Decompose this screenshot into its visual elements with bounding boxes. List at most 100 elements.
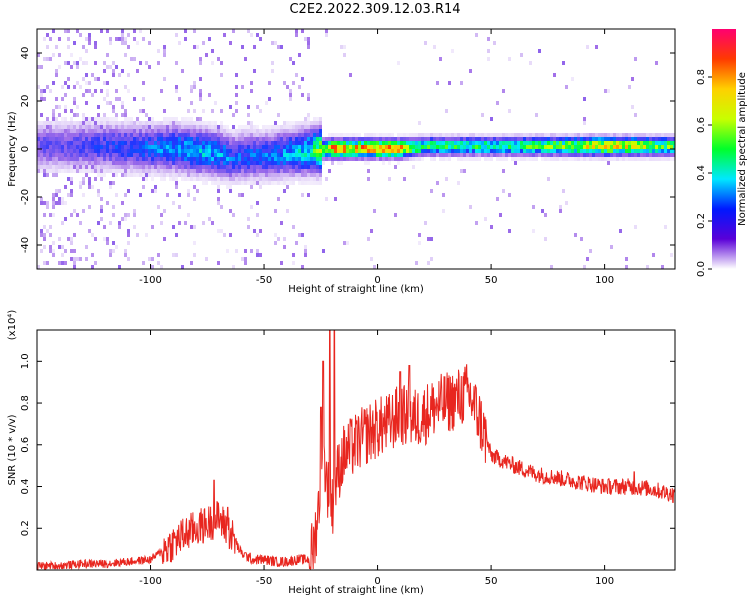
heatmap-cell xyxy=(301,93,304,97)
heatmap-cell xyxy=(622,153,625,157)
heatmap-cell xyxy=(64,105,67,109)
heatmap-cell xyxy=(178,153,181,157)
heatmap-cell xyxy=(154,141,157,145)
heatmap-cell xyxy=(487,37,490,41)
heatmap-cell xyxy=(538,153,541,157)
heatmap-cell xyxy=(40,121,43,125)
heatmap-cell xyxy=(112,145,115,149)
heatmap-cell xyxy=(502,133,505,137)
heatmap-cell xyxy=(505,133,508,137)
heatmap-cell xyxy=(229,141,232,145)
heatmap-cell xyxy=(154,121,157,125)
heatmap-cell xyxy=(55,173,58,177)
heatmap-cell xyxy=(181,161,184,165)
heatmap-cell xyxy=(70,153,73,157)
heatmap-cell xyxy=(370,145,373,149)
heatmap-cell xyxy=(151,225,154,229)
heatmap-cell xyxy=(187,161,190,165)
heatmap-cell xyxy=(406,145,409,149)
heatmap-cell xyxy=(409,153,412,157)
heatmap-cell xyxy=(457,145,460,149)
heatmap-cell xyxy=(175,117,178,121)
heatmap-cell xyxy=(601,145,604,149)
heatmap-cell xyxy=(154,153,157,157)
heatmap-cell xyxy=(334,141,337,145)
heatmap-cell xyxy=(337,149,340,153)
heatmap-cell xyxy=(595,133,598,137)
heatmap-cell xyxy=(562,189,565,193)
heatmap-cell xyxy=(289,157,292,161)
heatmap-cell xyxy=(235,169,238,173)
heatmap-cell xyxy=(580,145,583,149)
heatmap-cell xyxy=(346,153,349,157)
heatmap-cell xyxy=(109,121,112,125)
heatmap-cell xyxy=(259,253,262,257)
heatmap-cell xyxy=(433,149,436,153)
heatmap-cell xyxy=(181,169,184,173)
heatmap-cell xyxy=(589,149,592,153)
heatmap-cell xyxy=(304,165,307,169)
heatmap-cell xyxy=(226,137,229,141)
heatmap-cell xyxy=(166,165,169,169)
heatmap-cell xyxy=(568,145,571,149)
heatmap-cell xyxy=(250,173,253,177)
heatmap-cell xyxy=(208,165,211,169)
heatmap-cell xyxy=(118,225,121,229)
heatmap-cell xyxy=(403,137,406,141)
heatmap-cell xyxy=(493,41,496,45)
heatmap-cell xyxy=(415,149,418,153)
heatmap-cell xyxy=(43,141,46,145)
heatmap-cell xyxy=(277,141,280,145)
heatmap-cell xyxy=(412,141,415,145)
heatmap-cell xyxy=(190,85,193,89)
x-tick-label: -100 xyxy=(139,576,162,587)
heatmap-cell xyxy=(649,153,652,157)
heatmap-cell xyxy=(76,129,79,133)
heatmap-cell xyxy=(481,141,484,145)
heatmap-cell xyxy=(190,153,193,157)
heatmap-cell xyxy=(61,197,64,201)
heatmap-cell xyxy=(646,265,649,269)
heatmap-cell xyxy=(235,73,238,77)
heatmap-cell xyxy=(544,133,547,137)
heatmap-cell xyxy=(43,89,46,93)
heatmap-cell xyxy=(358,141,361,145)
heatmap-cell xyxy=(73,265,76,269)
heatmap-cell xyxy=(274,177,277,181)
heatmap-cell xyxy=(289,161,292,165)
heatmap-cell xyxy=(67,145,70,149)
heatmap-cell xyxy=(73,161,76,165)
heatmap-cell xyxy=(349,137,352,141)
heatmap-cell xyxy=(367,141,370,145)
heatmap-cell xyxy=(469,69,472,73)
heatmap-cell xyxy=(307,169,310,173)
heatmap-cell xyxy=(544,149,547,153)
heatmap-cell xyxy=(178,205,181,209)
heatmap-cell xyxy=(382,153,385,157)
heatmap-cell xyxy=(94,89,97,93)
heatmap-cell xyxy=(244,177,247,181)
heatmap-cell xyxy=(622,141,625,145)
heatmap-cell xyxy=(55,149,58,153)
heatmap-cell xyxy=(262,165,265,169)
heatmap-cell xyxy=(220,129,223,133)
heatmap-cell xyxy=(361,149,364,153)
heatmap-cell xyxy=(79,153,82,157)
heatmap-cell xyxy=(226,129,229,133)
heatmap-cell xyxy=(562,137,565,141)
heatmap-cell xyxy=(325,141,328,145)
heatmap-cell xyxy=(49,157,52,161)
heatmap-cell xyxy=(178,133,181,137)
heatmap-cell xyxy=(544,213,547,217)
heatmap-cell xyxy=(70,249,73,253)
heatmap-cell xyxy=(163,237,166,241)
heatmap-cell xyxy=(316,173,319,177)
heatmap-cell xyxy=(214,161,217,165)
heatmap-cell xyxy=(232,145,235,149)
colorbar: 0.00.20.40.60.8 Normalized spectral ampl… xyxy=(696,29,748,277)
heatmap-cell xyxy=(430,153,433,157)
heatmap-cell xyxy=(223,129,226,133)
heatmap-cell xyxy=(571,77,574,81)
heatmap-cell xyxy=(418,153,421,157)
heatmap-cell xyxy=(160,169,163,173)
